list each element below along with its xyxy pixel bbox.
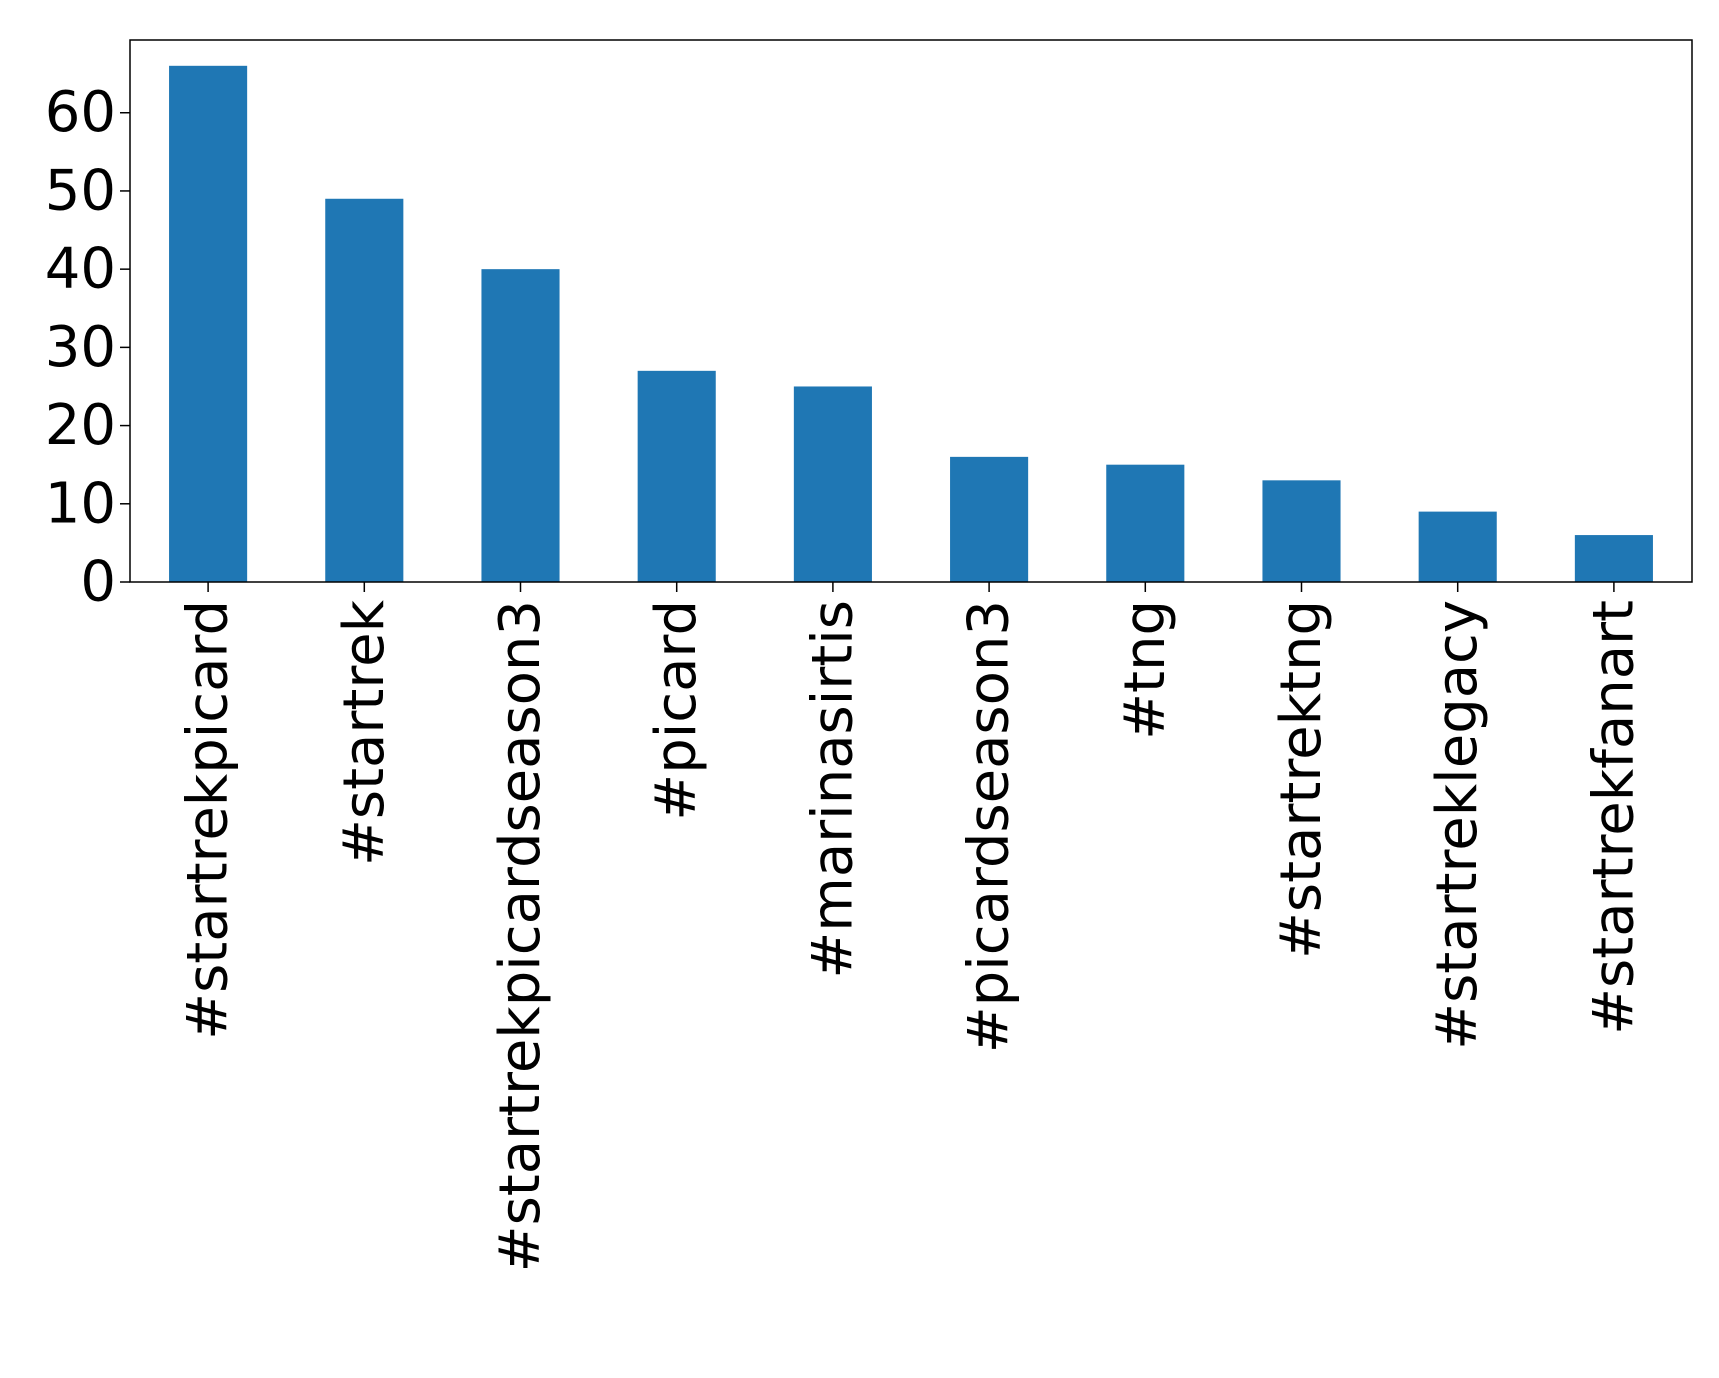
x-tick-label: #picard: [644, 600, 709, 821]
plot-frame: [129, 39, 1693, 583]
bar-marinasirtis: [793, 386, 872, 582]
x-tick-label: #startrek: [332, 599, 397, 866]
bars-group: [169, 65, 1653, 583]
y-axis: 0 10 20 30 40 50 60: [45, 80, 130, 615]
x-tick-label: #startreklegacy: [1425, 600, 1490, 1050]
y-tick-label: 60: [45, 80, 116, 145]
y-tick-label: 30: [45, 315, 116, 380]
bar-picardseason3: [950, 456, 1029, 582]
bar-tng: [1106, 464, 1185, 582]
y-tick-label: 50: [45, 158, 116, 223]
bar-picard: [637, 370, 716, 582]
bar-startrek: [325, 198, 404, 582]
x-tick-label: #marinasirtis: [800, 600, 865, 979]
x-tick-label: #startrekpicard: [176, 600, 241, 1040]
y-tick-label: 20: [45, 393, 116, 458]
x-tick-label: #startrekfanart: [1581, 600, 1646, 1035]
bar-startrektng: [1262, 480, 1341, 582]
bar-startrekpicard: [169, 65, 248, 583]
y-tick-label: 0: [80, 550, 116, 615]
x-axis: #startrekpicard #startrek #startrekpicards…: [176, 582, 1646, 1272]
x-tick-label: #tng: [1113, 600, 1178, 740]
x-tick-label: #picardseason3: [957, 600, 1022, 1053]
y-tick-label: 10: [45, 471, 116, 536]
y-tick-label: 40: [45, 237, 116, 302]
x-tick-label: #startrektng: [1269, 600, 1334, 959]
bar-startrekfanart: [1574, 535, 1653, 582]
bar-startrekpicardseason3: [481, 269, 560, 582]
x-tick-label: #startrekpicardseason3: [488, 600, 553, 1272]
bar-startreklegacy: [1418, 511, 1497, 582]
